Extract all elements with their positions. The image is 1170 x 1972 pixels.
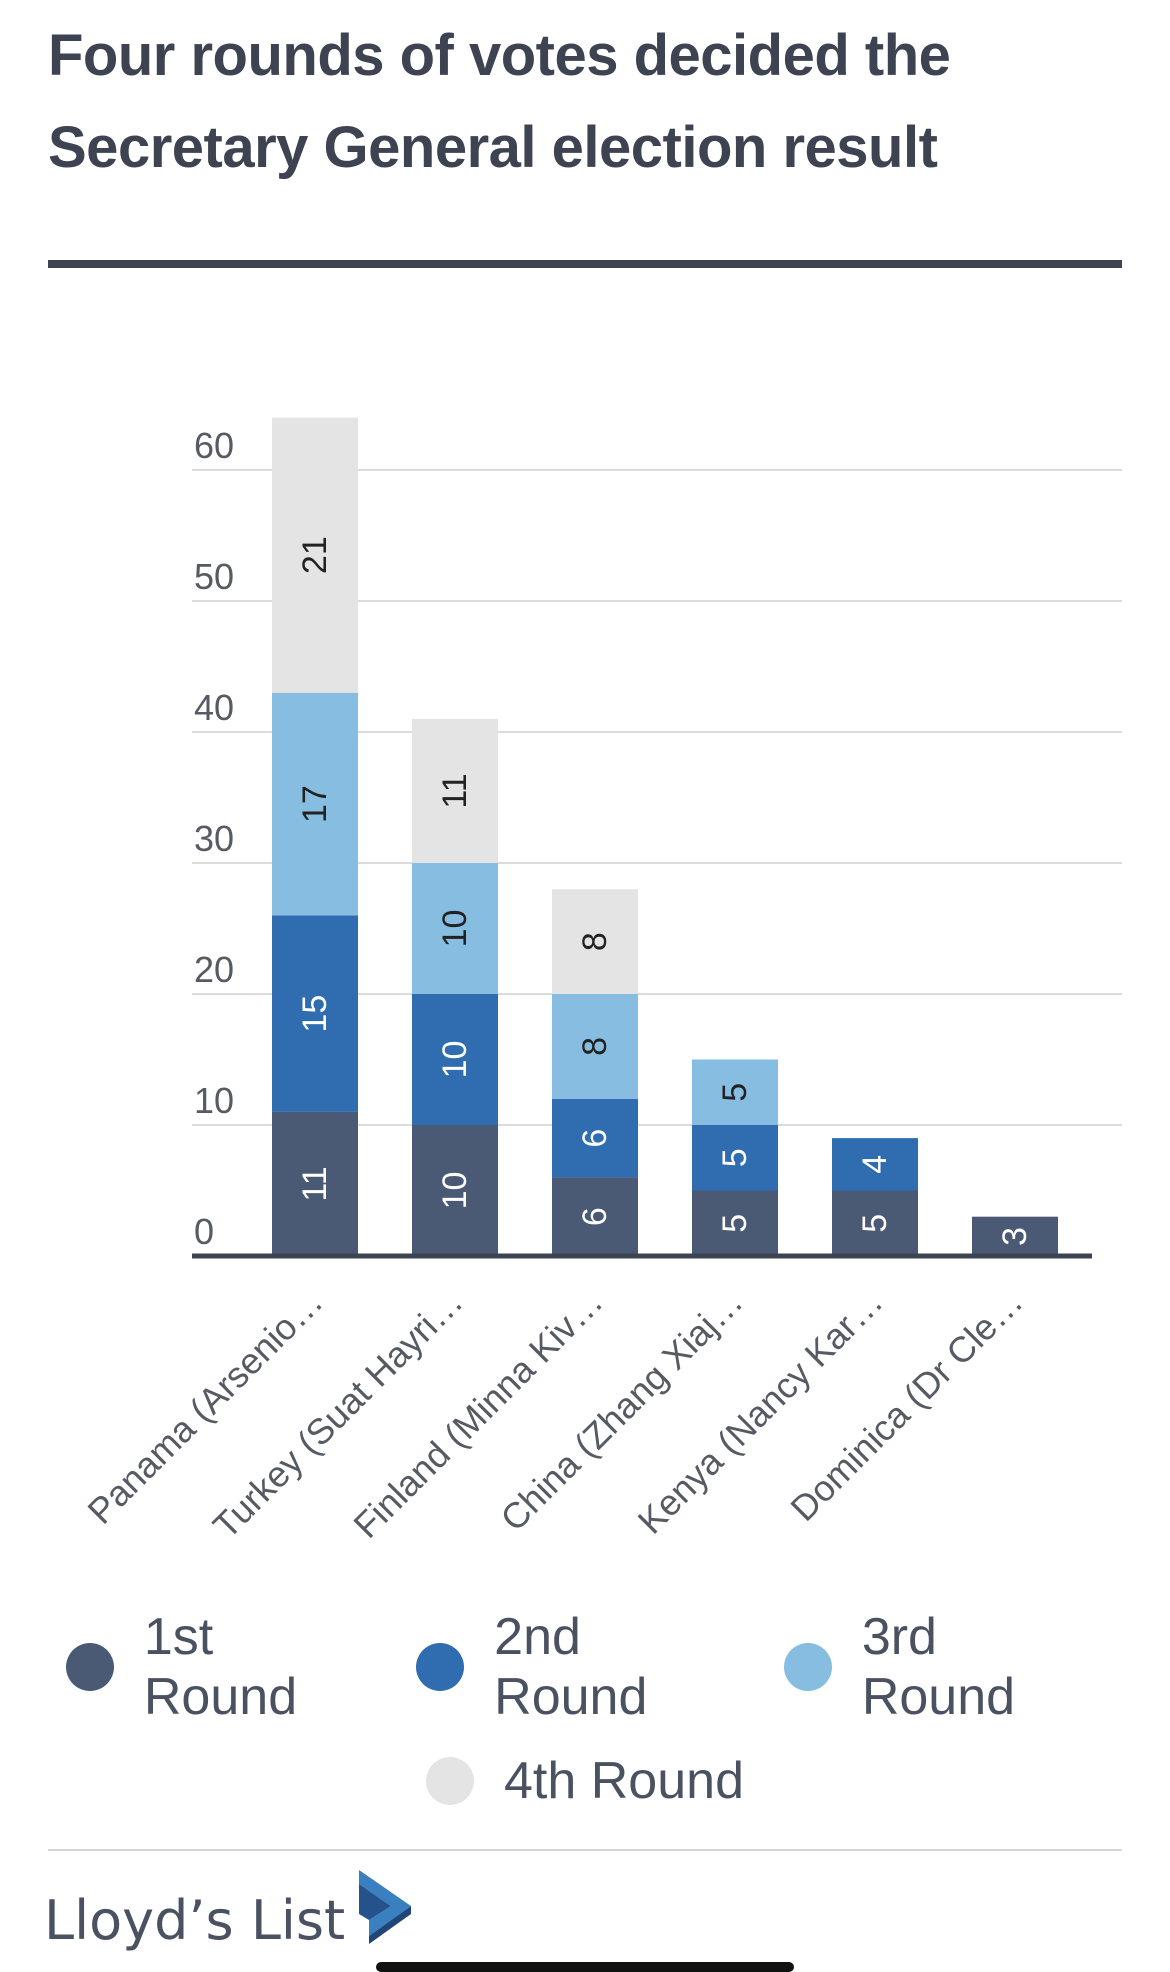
legend-label-round-2: 2nd Round [494, 1608, 648, 1726]
bar-segment [272, 915, 358, 1112]
bar-segment [692, 1059, 778, 1125]
data-label: 11 [296, 1166, 334, 1201]
x-tick-label: Dominica (Dr Cle… [782, 1281, 1030, 1529]
bar-segment [412, 863, 498, 994]
data-label: 5 [716, 1083, 754, 1102]
y-tick-label-60: 60 [194, 425, 234, 466]
bar-segment [272, 417, 358, 693]
legend-label-round-3: 3rd Round [861, 1608, 1016, 1726]
bar-segment [552, 994, 638, 1099]
legend-item-round-1: 1st Round [66, 1607, 380, 1727]
x-tick-label: Kenya (Nancy Kar… [630, 1281, 891, 1542]
data-label: 21 [296, 536, 334, 574]
bar-segment [552, 1098, 638, 1178]
data-label: 5 [716, 1214, 754, 1233]
data-label: 10 [436, 910, 474, 948]
title-divider [48, 260, 1122, 268]
data-label: 8 [576, 932, 614, 951]
bar-segment [412, 718, 498, 863]
lloyds-list-chevron-icon [353, 1870, 415, 1967]
legend-swatch-round-3 [783, 1643, 832, 1691]
bar-segment [272, 692, 358, 916]
bar-segment [552, 1177, 638, 1256]
bar-segment [552, 889, 638, 994]
legend-item-round-4: 4th Round [426, 1751, 744, 1811]
bar-segment [412, 994, 498, 1125]
x-tick-label: China (Zhang Xiaj… [492, 1281, 750, 1539]
legend-label-round-1: 1st Round [143, 1608, 298, 1726]
data-label: 4 [856, 1155, 894, 1174]
y-tick-label-50: 50 [194, 556, 234, 597]
data-label: 5 [856, 1214, 894, 1233]
y-tick-label-20: 20 [194, 949, 234, 990]
brand-logo-lockup: Lloyd’s List [44, 1870, 415, 1967]
chart-legend: 1st Round 2nd Round 3rd Round 4th Round [48, 1607, 1122, 1838]
data-label: 15 [296, 995, 334, 1033]
legend-item-round-2: 2nd Round [416, 1607, 748, 1727]
y-tick-label-10: 10 [194, 1080, 234, 1121]
bar-segment [412, 1125, 498, 1256]
stacked-bar-chart: 0 10 20 30 40 50 60 11 15 17 21 Panama (Arsenio… 10 1… [80, 417, 1122, 1547]
legend-label-round-4: 4th Round [504, 1752, 744, 1810]
legend-swatch-round-1 [66, 1643, 114, 1691]
data-label: 3 [996, 1227, 1034, 1246]
data-label: 10 [436, 1172, 474, 1210]
y-tick-label-40: 40 [194, 687, 234, 728]
x-tick-label: Finland (Minna Kiv… [345, 1281, 610, 1546]
brand-name: Lloyd’s List [44, 1889, 346, 1952]
chart-title: Four rounds of votes decided the Secreta… [48, 23, 951, 180]
bar-segment [832, 1190, 918, 1256]
legend-item-round-3: 3rd Round [783, 1607, 1104, 1727]
legend-swatch-round-2 [416, 1643, 465, 1691]
bar-segment [972, 1216, 1058, 1256]
y-tick-label-0: 0 [194, 1211, 214, 1252]
data-label: 5 [716, 1148, 754, 1167]
data-label: 10 [436, 1041, 474, 1079]
home-indicator [376, 1962, 794, 1972]
data-label: 6 [576, 1129, 614, 1148]
bar-segment [832, 1138, 918, 1191]
legend-row-2: 4th Round [48, 1724, 1122, 1838]
footer-divider [48, 1849, 1122, 1851]
legend-row-1: 1st Round 2nd Round 3rd Round [48, 1607, 1122, 1727]
x-tick-label: Turkey (Suat Hayri… [205, 1281, 471, 1547]
data-label: 6 [576, 1207, 614, 1226]
x-tick-label: Panama (Arsenio… [80, 1281, 331, 1532]
data-label: 17 [296, 785, 334, 823]
data-label: 8 [576, 1037, 614, 1056]
bar-segment [692, 1190, 778, 1256]
bar-segment [272, 1111, 358, 1256]
bar-segment [692, 1125, 778, 1191]
y-tick-label-30: 30 [194, 818, 234, 859]
data-label: 11 [436, 773, 474, 808]
legend-swatch-round-4 [426, 1757, 475, 1805]
